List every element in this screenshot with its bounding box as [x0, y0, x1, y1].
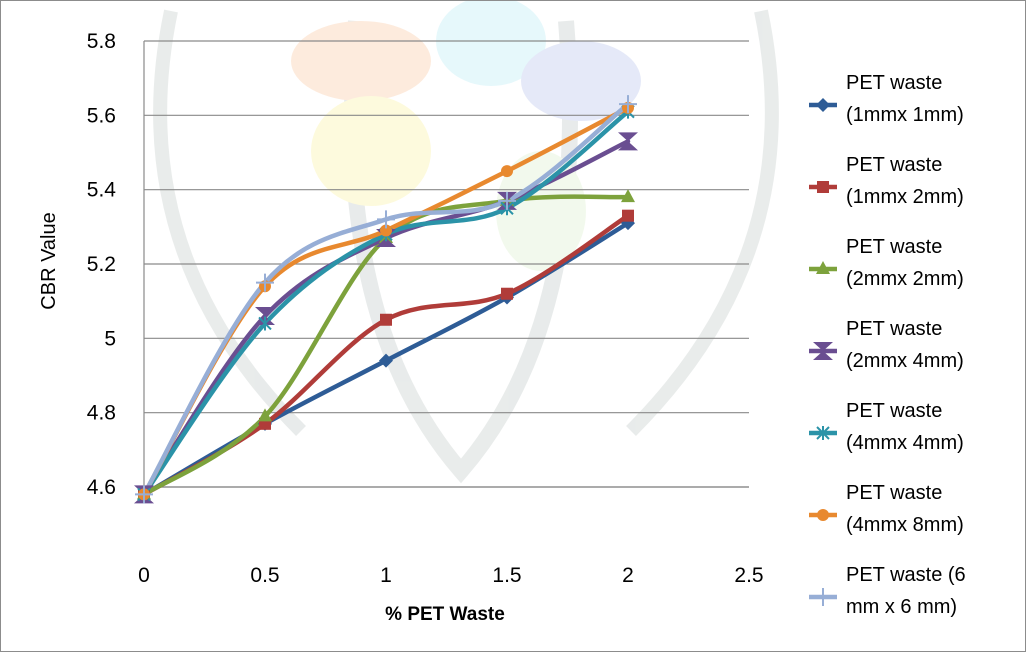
legend-label-1: (1mmx 1mm) — [846, 104, 964, 126]
series-line-7 — [141, 101, 631, 497]
legend-marker-3 — [816, 261, 830, 274]
legend-label-3: (2mmx 2mm) — [846, 268, 964, 290]
legend-label-5: PET waste — [846, 400, 942, 422]
x-tick-label: 0.5 — [250, 564, 279, 587]
data-point-7 — [619, 95, 637, 114]
data-point-4 — [618, 132, 638, 151]
legend-label-5: (4mmx 4mm) — [846, 432, 964, 454]
x-tick-label: 2.5 — [734, 564, 763, 587]
legend: PET waste (1mmx 1mm) PET waste (1mmx 2mm) P… — [809, 72, 966, 618]
y-tick-label: 4.6 — [87, 476, 116, 499]
y-tick-label: 5.8 — [87, 30, 116, 53]
x-tick-label: 2 — [622, 564, 634, 587]
data-point-1 — [379, 353, 393, 368]
legend-label-6: (4mmx 8mm) — [846, 514, 964, 536]
data-point-2 — [501, 287, 513, 300]
data-point-3 — [258, 408, 272, 422]
legend-label-4: PET waste — [846, 318, 942, 340]
legend-marker-6 — [817, 509, 829, 521]
legend-marker-4 — [813, 342, 833, 360]
y-tick-label: 5.4 — [87, 179, 117, 202]
legend-marker-2 — [817, 181, 829, 193]
x-tick-label: 1 — [380, 564, 392, 587]
legend-label-3: PET waste — [846, 236, 942, 258]
legend-label-2: (1mmx 2mm) — [846, 186, 964, 208]
y-tick-label: 5.6 — [87, 104, 116, 127]
x-axis-title: % PET Waste — [385, 604, 505, 625]
legend-marker-5 — [816, 426, 830, 440]
data-point-3 — [621, 189, 635, 203]
y-tick-label: 5 — [104, 327, 116, 350]
data-point-4 — [255, 307, 275, 326]
legend-label-7: mm x 6 mm) — [846, 596, 957, 618]
data-point-5 — [258, 316, 272, 331]
legend-label-2: PET waste — [846, 154, 942, 176]
data-point-6 — [501, 165, 513, 178]
y-tick-label: 5.2 — [87, 253, 116, 276]
watermark-logo — [153, 1, 779, 484]
legend-label-1: PET waste — [846, 72, 942, 94]
y-tick-label: 4.8 — [87, 402, 116, 425]
legend-label-7: PET waste (6 — [846, 564, 966, 586]
y-axis-title: CBR Value — [38, 212, 60, 309]
series-line-5 — [141, 109, 631, 497]
legend-marker-1 — [816, 98, 830, 112]
legend-marker-7 — [814, 588, 832, 606]
data-point-6 — [380, 224, 392, 237]
data-point-7 — [377, 210, 395, 229]
x-tick-label: 0 — [138, 564, 150, 587]
x-tick-labels: 0 0.5 1 1.5 2 2.5 — [138, 564, 763, 587]
data-point-2 — [622, 209, 634, 222]
legend-label-4: (2mmx 4mm) — [846, 350, 964, 372]
legend-label-6: PET waste — [846, 482, 942, 504]
data-point-2 — [380, 313, 392, 326]
x-tick-label: 1.5 — [492, 564, 521, 587]
y-tick-labels: 4.6 4.8 5 5.2 5.4 5.6 5.8 — [87, 30, 117, 499]
data-point-7 — [256, 273, 274, 292]
data-point-7 — [135, 485, 153, 504]
data-point-7 — [498, 191, 516, 210]
series-markers — [134, 95, 638, 504]
gridlines — [143, 40, 749, 488]
